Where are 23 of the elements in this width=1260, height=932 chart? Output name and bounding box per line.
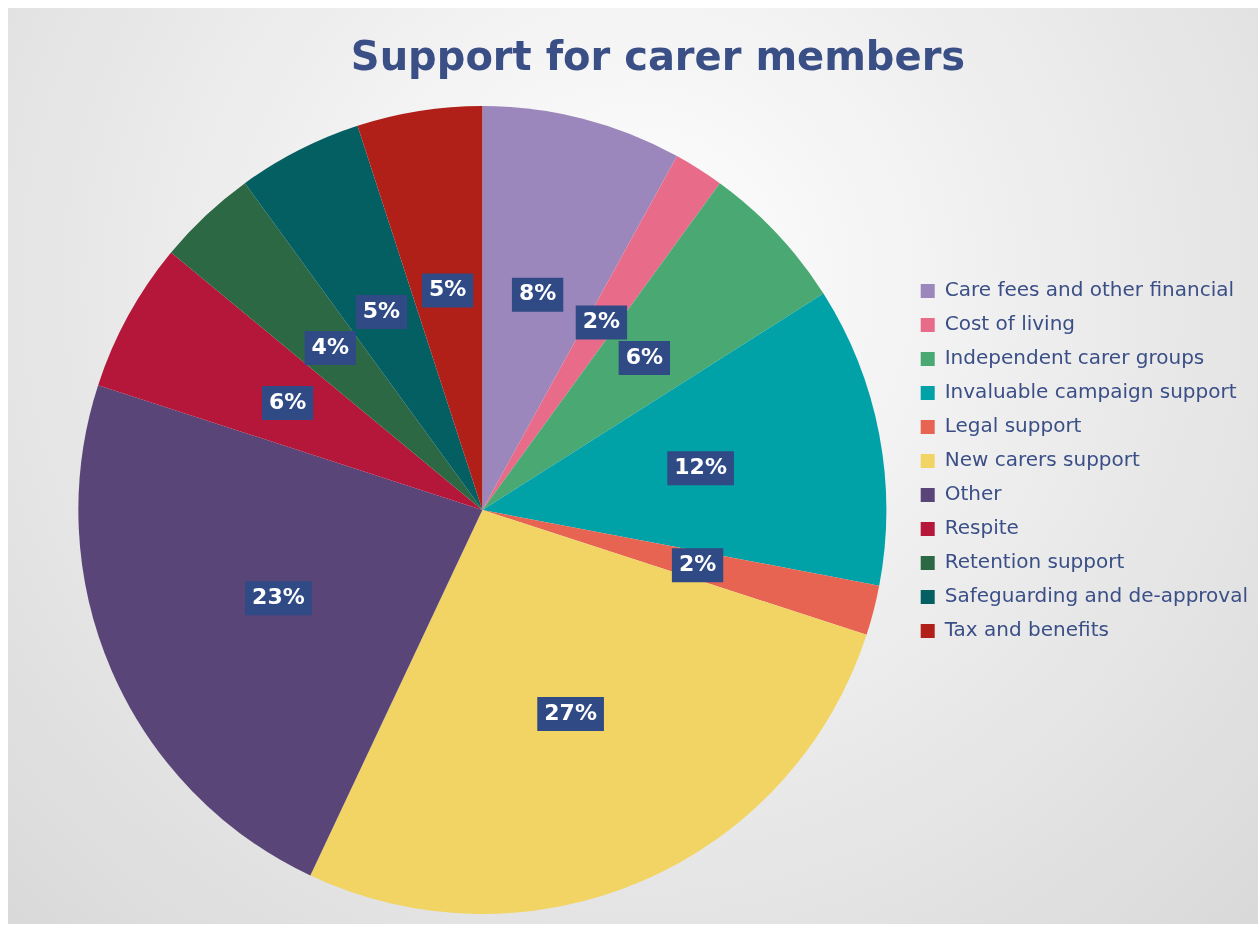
data-label: 6% <box>268 388 307 414</box>
data-label: 8% <box>518 280 557 306</box>
legend-label: New carers support <box>944 447 1140 472</box>
legend-label: Cost of living <box>944 311 1076 336</box>
legend-label: Invaluable campaign support <box>944 379 1237 404</box>
legend-label: Independent carer groups <box>944 345 1205 370</box>
legend-label: Safeguarding and de-approval <box>944 583 1249 608</box>
data-label: 27% <box>544 699 597 725</box>
data-label: 6% <box>625 343 664 369</box>
legend-label: Retention support <box>944 549 1125 574</box>
data-label: 12% <box>674 454 727 480</box>
legend-label: Other <box>944 481 1003 506</box>
data-label: 4% <box>311 333 349 359</box>
legend-label: Tax and benefits <box>943 617 1109 642</box>
data-label: 23% <box>252 583 305 609</box>
data-label: 5% <box>428 276 467 302</box>
legend-label: Care fees and other financial <box>944 277 1235 302</box>
data-label: 2% <box>582 308 621 334</box>
data-label: 5% <box>362 297 401 323</box>
data-label: 2% <box>678 550 717 576</box>
legend-label: Respite <box>944 515 1019 540</box>
legend-label: Legal support <box>944 413 1082 438</box>
chart-title: Support for carer members <box>350 33 966 80</box>
